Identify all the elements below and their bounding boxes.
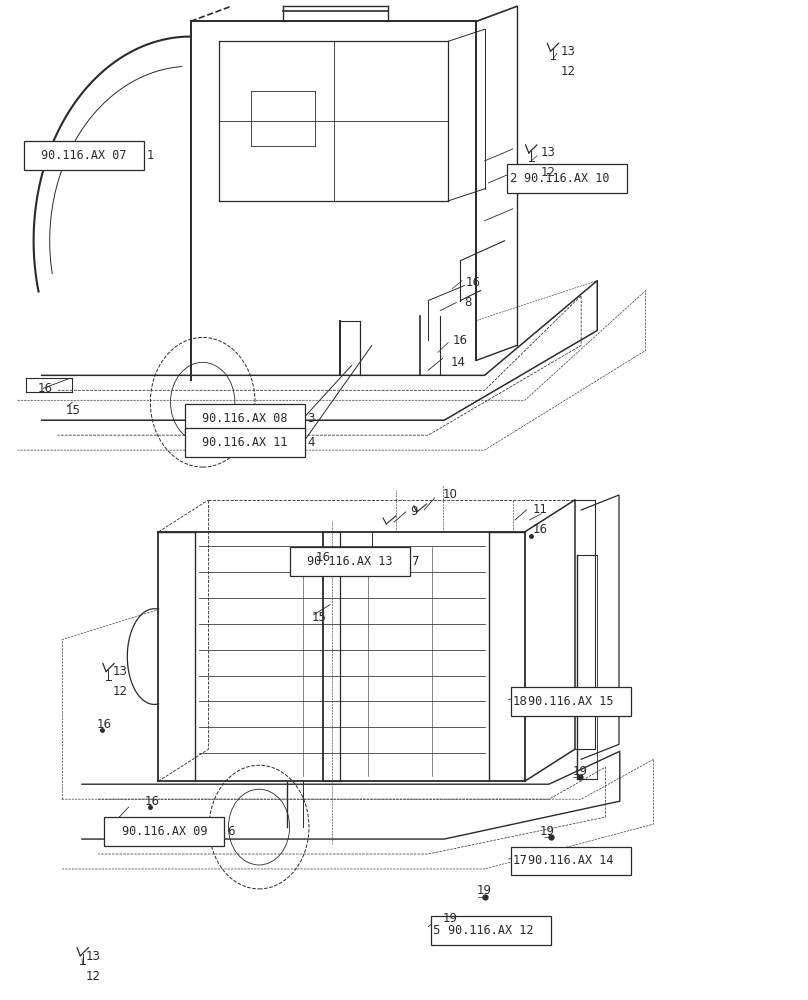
Text: 14: 14: [451, 356, 465, 369]
FancyBboxPatch shape: [185, 428, 305, 457]
FancyBboxPatch shape: [511, 687, 631, 716]
Text: 90.116.AX 11: 90.116.AX 11: [202, 436, 288, 449]
FancyBboxPatch shape: [185, 404, 305, 433]
Text: 1: 1: [146, 149, 154, 162]
Text: 12: 12: [86, 970, 101, 983]
Text: 7: 7: [412, 555, 419, 568]
Text: 90.116.AX 15: 90.116.AX 15: [528, 695, 614, 708]
Text: 12: 12: [541, 166, 556, 179]
Text: 16: 16: [38, 382, 53, 395]
Text: 12: 12: [112, 685, 128, 698]
Text: 4: 4: [307, 436, 315, 449]
Text: 16: 16: [315, 551, 330, 564]
Text: 90.116.AX 14: 90.116.AX 14: [528, 854, 614, 867]
Text: 5: 5: [432, 924, 440, 937]
Text: 90.116.AX 13: 90.116.AX 13: [307, 555, 393, 568]
FancyBboxPatch shape: [104, 817, 225, 846]
Text: 15: 15: [311, 611, 326, 624]
FancyBboxPatch shape: [24, 141, 144, 170]
Text: 6: 6: [227, 825, 234, 838]
FancyBboxPatch shape: [507, 164, 627, 193]
Text: 17: 17: [513, 854, 528, 867]
Text: 19: 19: [539, 825, 554, 838]
Text: 11: 11: [532, 503, 548, 516]
Text: 16: 16: [465, 276, 480, 289]
Text: 19: 19: [443, 912, 457, 925]
Text: 90.116.AX 07: 90.116.AX 07: [41, 149, 127, 162]
Text: 90.116.AX 09: 90.116.AX 09: [122, 825, 207, 838]
Text: 18: 18: [513, 695, 528, 708]
Text: 2: 2: [509, 172, 516, 185]
Text: 13: 13: [112, 665, 128, 678]
FancyBboxPatch shape: [431, 916, 550, 945]
Text: 13: 13: [86, 950, 101, 963]
Text: 12: 12: [561, 65, 576, 78]
Text: 13: 13: [541, 146, 556, 159]
Text: 19: 19: [477, 884, 491, 897]
Text: 13: 13: [561, 45, 576, 58]
Text: 8: 8: [465, 296, 472, 309]
Text: 15: 15: [65, 404, 81, 417]
FancyBboxPatch shape: [289, 547, 410, 576]
Text: 16: 16: [96, 718, 112, 731]
Text: 3: 3: [307, 412, 315, 425]
Text: 9: 9: [410, 505, 418, 518]
FancyBboxPatch shape: [511, 847, 631, 875]
Text: 90.116.AX 12: 90.116.AX 12: [448, 924, 533, 937]
Text: 16: 16: [532, 523, 548, 536]
Text: 19: 19: [573, 765, 588, 778]
Text: 16: 16: [452, 334, 467, 347]
Text: 90.116.AX 08: 90.116.AX 08: [202, 412, 288, 425]
Text: 10: 10: [443, 488, 457, 501]
Text: 90.116.AX 10: 90.116.AX 10: [524, 172, 610, 185]
Text: 16: 16: [145, 795, 160, 808]
